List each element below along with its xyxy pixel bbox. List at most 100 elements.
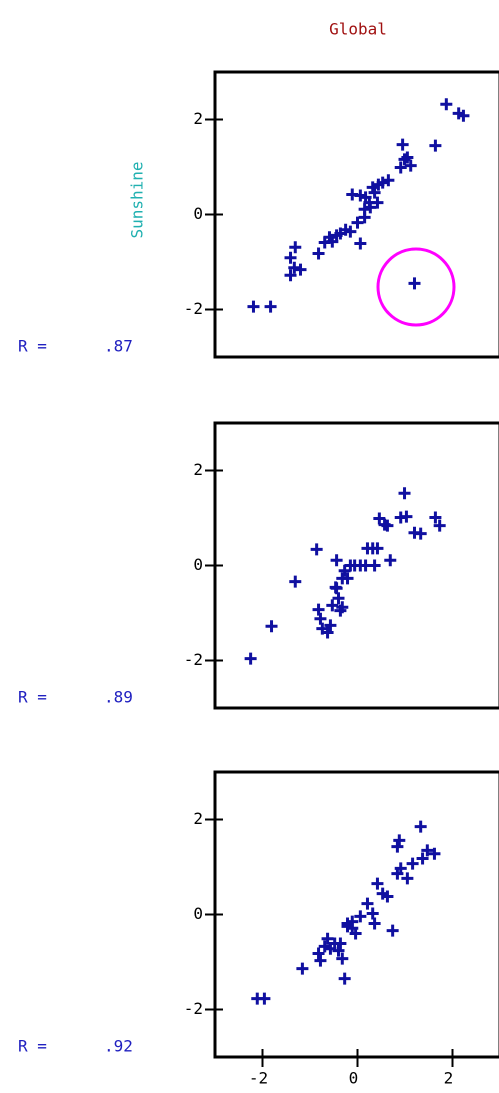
scatter-point: [394, 161, 407, 174]
scatter-point: [332, 944, 345, 957]
y-tick-label: 0: [193, 555, 203, 574]
scatter-point: [359, 191, 372, 204]
y-axis-label: Sunshine: [128, 161, 147, 238]
scatter-point: [371, 877, 384, 890]
plot-frame: [213, 770, 499, 1059]
scatter-point: [330, 229, 343, 242]
r-label: R =: [18, 337, 47, 356]
scatter-point: [386, 924, 399, 937]
scatter-point: [381, 519, 394, 532]
scatter-point: [318, 940, 331, 953]
scatter-point: [404, 159, 417, 172]
scatter-point: [346, 915, 359, 928]
scatter-point: [336, 952, 349, 965]
scatter-point: [324, 942, 337, 955]
scatter-point: [401, 872, 414, 885]
r-label: R =: [18, 688, 47, 707]
scatter-point: [371, 542, 384, 555]
scatter-point: [314, 612, 327, 625]
scatter-point: [428, 847, 441, 860]
scatter-point: [414, 820, 427, 833]
scatter-point: [368, 917, 381, 930]
scatter-point: [398, 153, 411, 166]
scatter-point: [354, 189, 367, 202]
scatter-point: [330, 554, 343, 567]
scatter-point: [294, 263, 307, 276]
scatter-point: [371, 196, 384, 209]
scatter-point: [251, 992, 264, 1005]
scatter-point: [421, 844, 434, 857]
scatter-point: [346, 188, 359, 201]
scatter-point: [289, 241, 302, 254]
scatter-point: [326, 235, 339, 248]
y-tick-label: -2: [184, 999, 203, 1018]
scatter-point: [366, 907, 379, 920]
scatter-point: [400, 510, 413, 523]
scatter-point: [368, 186, 381, 199]
scatter-point: [323, 231, 336, 244]
scatter-point: [310, 543, 323, 556]
scatter-point: [346, 922, 359, 935]
scatter-point: [391, 867, 404, 880]
y-tick-label: 0: [193, 204, 203, 223]
r-value: .89: [104, 688, 133, 707]
scatter-point: [373, 512, 386, 525]
y-tick-label: -2: [184, 299, 203, 318]
scatter-point: [314, 954, 327, 967]
scatter-point: [398, 487, 411, 500]
scatter-point: [341, 920, 354, 933]
scatter-point: [326, 599, 339, 612]
scatter-point: [393, 834, 406, 847]
y-tick-label: 0: [193, 904, 203, 923]
scatter-point: [321, 626, 334, 639]
scatter-point: [429, 511, 442, 524]
highlight-circle: [376, 247, 456, 327]
scatter-point: [288, 261, 301, 274]
scatter-point: [368, 559, 381, 572]
scatter-point: [433, 519, 446, 532]
scatter-point: [312, 603, 325, 616]
scatter-point: [339, 223, 352, 236]
scatter-point: [265, 620, 278, 633]
scatter-point: [296, 962, 309, 975]
scatter-point: [334, 227, 347, 240]
scatter-point: [341, 572, 354, 585]
scatter-point: [364, 201, 377, 214]
scatter-point: [258, 992, 271, 1005]
scatter-point: [384, 554, 397, 567]
scatter-point: [372, 178, 385, 191]
y-tick-label: -2: [184, 650, 203, 669]
scatter-point: [316, 622, 329, 635]
scatter-point: [247, 300, 260, 313]
scatter-point: [406, 857, 419, 870]
scatter-point: [312, 947, 325, 960]
scatter-point: [334, 604, 347, 617]
scatter-point: [284, 251, 297, 264]
scatter-point: [354, 237, 367, 250]
scatter-point: [358, 211, 371, 224]
y-tick-label: 2: [193, 109, 203, 128]
scatter-point: [457, 109, 470, 122]
scatter-point: [284, 269, 297, 282]
scatter-point: [329, 581, 342, 594]
r-label: R =: [18, 1037, 47, 1056]
scatter-point: [244, 652, 257, 665]
scatter-point: [376, 887, 389, 900]
scatter-point: [338, 972, 351, 985]
scatter-point: [408, 526, 421, 539]
scatter-point: [416, 852, 429, 865]
scatter-point: [361, 897, 374, 910]
scatter-point: [408, 277, 421, 290]
chart-title: Global: [329, 20, 387, 39]
scatter-point: [366, 181, 379, 194]
x-tick-label: -2: [249, 1069, 268, 1088]
scatter-point: [289, 575, 302, 588]
scatter-point: [359, 559, 372, 572]
x-tick-label: 2: [444, 1069, 454, 1088]
scatter-point: [394, 862, 407, 875]
scatter-point: [351, 216, 364, 229]
scatter-point: [381, 890, 394, 903]
scatter-point: [318, 236, 331, 249]
scatter-point: [334, 937, 347, 950]
scatter-point: [354, 910, 367, 923]
